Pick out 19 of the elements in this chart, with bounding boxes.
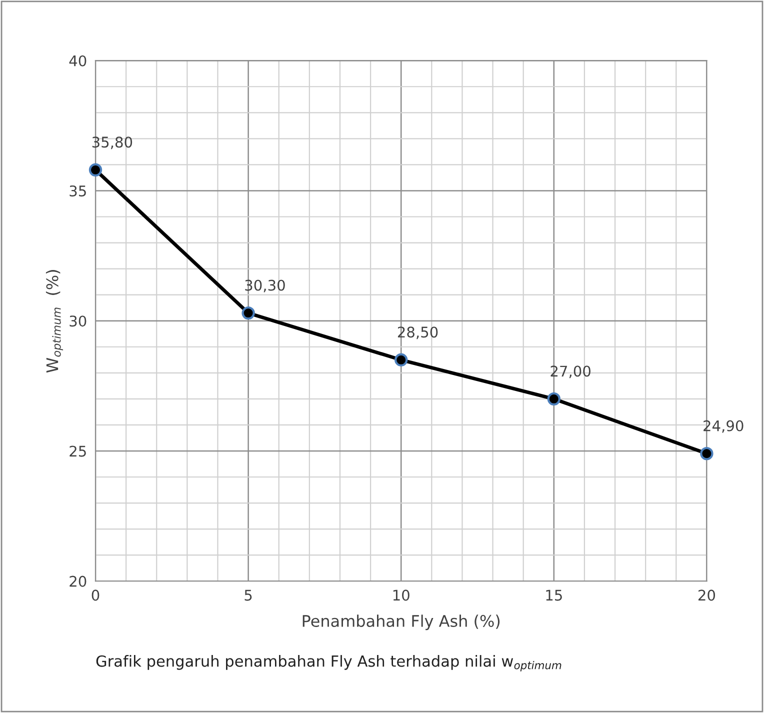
- point: [394, 353, 408, 366]
- x-tick-label: 5: [244, 590, 252, 601]
- point: [547, 392, 560, 406]
- x-axis-title: Penambahan Fly Ash (%): [302, 614, 500, 630]
- y-tick-label: 40: [69, 55, 86, 66]
- point: [700, 446, 714, 460]
- x-tick-label: 10: [393, 590, 410, 601]
- x-tick-label: 0: [92, 590, 100, 601]
- data-label: 27,00: [550, 366, 590, 378]
- point: [88, 163, 102, 177]
- x-tick-label: 20: [698, 590, 716, 601]
- text: Grafik pengaruh penambahan Fly Ash terhadap nilai w$_{optimum}$: [96, 655, 562, 672]
- point: [242, 306, 255, 320]
- x-tick-label: 15: [546, 590, 562, 601]
- y-tick-label: 30: [70, 316, 86, 327]
- y-tick-label: 35: [70, 185, 86, 196]
- y-axis-title: W$_{optimum}$ (%): [46, 270, 64, 373]
- y-tick-label: 20: [70, 576, 86, 587]
- y-tick-label: 25: [70, 446, 86, 457]
